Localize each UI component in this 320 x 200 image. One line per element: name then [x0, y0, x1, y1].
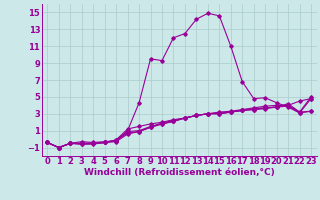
X-axis label: Windchill (Refroidissement éolien,°C): Windchill (Refroidissement éolien,°C) — [84, 168, 275, 177]
